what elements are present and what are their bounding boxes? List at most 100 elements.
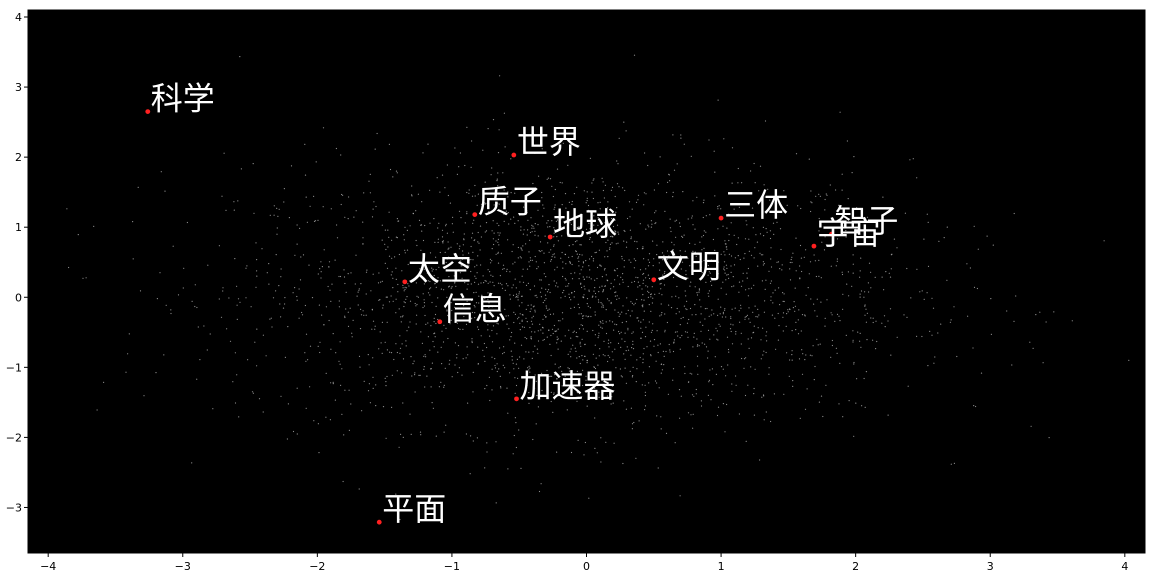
background-point — [374, 328, 376, 330]
background-point — [388, 255, 391, 257]
background-point — [710, 399, 712, 401]
background-point — [607, 207, 609, 209]
background-point — [447, 315, 450, 317]
background-point — [610, 301, 612, 304]
background-point — [485, 280, 487, 282]
background-point — [360, 308, 362, 310]
background-point — [700, 266, 703, 268]
background-point — [562, 318, 564, 320]
background-point — [344, 315, 346, 317]
background-point — [358, 355, 361, 357]
background-point — [431, 267, 433, 269]
background-point — [642, 273, 644, 275]
background-point — [557, 348, 559, 350]
background-point — [609, 235, 612, 238]
background-point — [342, 480, 344, 483]
background-point — [503, 220, 505, 222]
background-point — [401, 372, 403, 374]
background-point — [206, 349, 208, 351]
background-point — [662, 241, 664, 243]
background-point — [620, 375, 622, 377]
background-point — [233, 209, 235, 211]
background-point — [381, 224, 383, 226]
background-point — [666, 250, 669, 252]
background-point — [484, 467, 486, 469]
background-point — [950, 463, 952, 465]
background-point — [341, 193, 343, 196]
background-point — [534, 255, 536, 258]
background-point — [499, 303, 501, 305]
background-point — [592, 260, 595, 262]
background-point — [602, 291, 604, 293]
background-point — [530, 308, 532, 310]
background-point — [486, 346, 488, 349]
background-point — [526, 376, 528, 378]
background-point — [287, 326, 289, 328]
background-point — [625, 246, 628, 248]
background-point — [725, 375, 727, 377]
background-point — [256, 270, 258, 272]
background-point — [754, 182, 756, 184]
background-point — [870, 236, 872, 238]
background-point — [791, 354, 793, 356]
background-point — [597, 217, 599, 219]
background-point — [859, 296, 861, 298]
background-point — [643, 310, 645, 312]
background-point — [491, 248, 493, 250]
background-point — [299, 227, 301, 229]
background-point — [824, 236, 826, 238]
background-point — [639, 356, 641, 359]
background-point — [644, 384, 646, 386]
background-point — [385, 381, 387, 383]
background-point — [552, 195, 555, 198]
background-point — [598, 249, 601, 251]
background-point — [476, 204, 478, 206]
background-point — [542, 215, 544, 217]
background-point — [435, 269, 437, 271]
background-point — [462, 244, 464, 246]
background-point — [953, 306, 955, 308]
background-point — [640, 321, 642, 323]
background-point — [544, 294, 547, 296]
background-point — [664, 313, 666, 315]
background-point — [550, 249, 552, 251]
background-point — [618, 330, 620, 333]
background-point — [680, 395, 682, 397]
background-point — [329, 289, 331, 291]
background-point — [592, 179, 594, 181]
background-point — [541, 372, 543, 374]
background-point — [805, 294, 807, 296]
background-point — [801, 270, 803, 273]
background-point — [839, 320, 841, 322]
background-point — [503, 346, 505, 348]
background-point — [715, 327, 717, 329]
background-point — [228, 297, 230, 299]
background-point — [845, 236, 847, 238]
background-point — [857, 331, 859, 333]
background-point — [481, 206, 483, 208]
background-point — [403, 234, 405, 236]
background-point — [576, 370, 579, 372]
background-point — [515, 293, 518, 295]
background-point — [647, 259, 649, 261]
background-point — [795, 270, 797, 272]
background-point — [599, 208, 601, 210]
background-point — [530, 304, 532, 306]
background-point — [471, 338, 473, 340]
background-point — [551, 375, 553, 377]
background-point — [350, 403, 352, 405]
background-point — [673, 342, 675, 344]
background-point — [584, 441, 587, 444]
x-tick-label: −3 — [175, 560, 191, 573]
background-point — [454, 147, 456, 149]
background-point — [496, 178, 498, 180]
background-point — [972, 347, 974, 349]
background-point — [292, 292, 294, 294]
background-point — [441, 330, 443, 332]
background-point — [509, 294, 511, 296]
background-point — [458, 367, 460, 369]
background-point — [434, 336, 436, 338]
background-point — [768, 367, 770, 369]
background-point — [586, 362, 588, 364]
background-point — [196, 378, 198, 380]
